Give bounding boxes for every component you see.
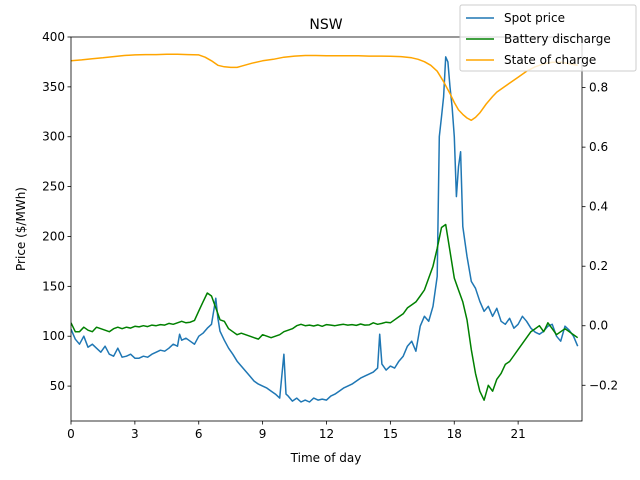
x-tick-label: 15 bbox=[383, 427, 398, 441]
axes: 0 3 6 9 12 15 18 21 50 100 150 200 250 300 350 400 −0.2 0… bbox=[42, 30, 618, 441]
y-tick-label: 200 bbox=[42, 229, 65, 243]
legend: Spot price Battery discharge State of char… bbox=[459, 4, 637, 72]
legend-label: Spot price bbox=[504, 11, 565, 25]
y-tick-label: 50 bbox=[50, 379, 65, 393]
y-axis-label: Price ($/MWh) bbox=[14, 187, 28, 271]
series-line-spot-price bbox=[71, 56, 579, 403]
y2-tick-label: 0.8 bbox=[589, 81, 608, 95]
y-tick-label: 350 bbox=[42, 80, 65, 94]
x-tick-label: 9 bbox=[259, 427, 267, 441]
y2-tick-label: 0.6 bbox=[589, 140, 608, 154]
series-line-state-of-charge bbox=[71, 53, 578, 122]
x-tick-label: 6 bbox=[195, 427, 203, 441]
series-line-battery-discharge bbox=[71, 223, 579, 401]
legend-label: Battery discharge bbox=[504, 32, 611, 46]
y-tick-label: 250 bbox=[42, 180, 65, 194]
legend-box bbox=[459, 4, 637, 72]
chart-title: NSW bbox=[309, 17, 342, 33]
plot-frame bbox=[70, 36, 583, 422]
y-tick-label: 300 bbox=[42, 130, 65, 144]
y-tick-label: 150 bbox=[42, 279, 65, 293]
x-axis-label: Time of day bbox=[290, 451, 362, 465]
x-tick-label: 18 bbox=[447, 427, 462, 441]
y2-tick-label: 0.0 bbox=[589, 319, 608, 333]
x-tick-label: 0 bbox=[67, 427, 75, 441]
legend-label: State of charge bbox=[504, 53, 596, 67]
y2-tick-label: −0.2 bbox=[589, 378, 618, 392]
x-tick-label: 21 bbox=[510, 427, 525, 441]
y2-tick-label: 0.4 bbox=[589, 200, 608, 214]
plot-area bbox=[71, 53, 579, 403]
x-tick-label: 3 bbox=[131, 427, 139, 441]
y2-tick-label: 0.2 bbox=[589, 259, 608, 273]
y-tick-label: 400 bbox=[42, 30, 65, 44]
x-tick-label: 12 bbox=[319, 427, 334, 441]
y-tick-label: 100 bbox=[42, 329, 65, 343]
